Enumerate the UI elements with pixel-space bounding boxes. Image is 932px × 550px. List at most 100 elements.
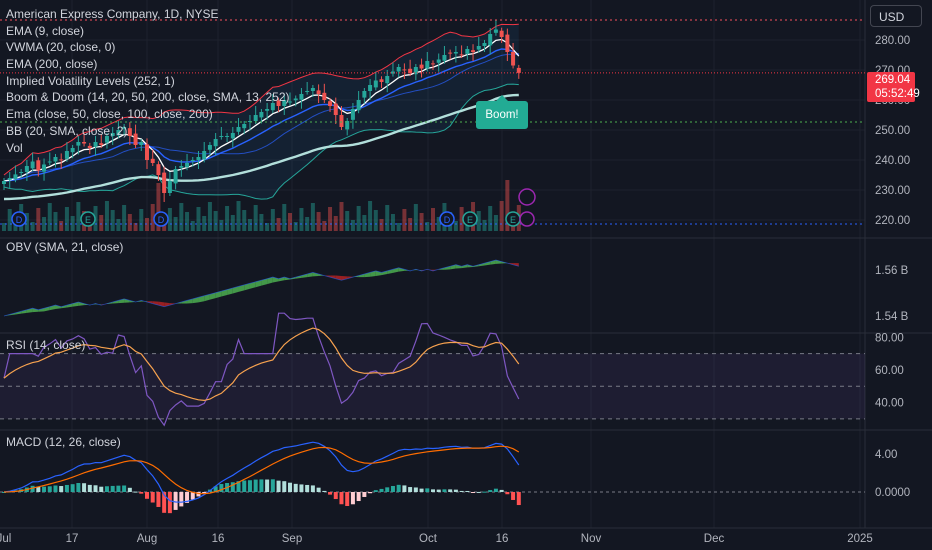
legend-ema200[interactable]: EMA (200, close)	[6, 57, 98, 72]
macd-histogram-bar	[150, 492, 155, 503]
legend-bb[interactable]: BB (20, SMA, close, 2)	[6, 123, 128, 138]
obv-cloud-segment	[124, 298, 130, 303]
obv-cloud-segment	[455, 264, 462, 269]
candle-body	[139, 142, 144, 145]
volume-bar	[299, 208, 304, 231]
macd-histogram-bar	[270, 479, 275, 492]
macd-histogram-bar	[276, 480, 281, 492]
candle-body	[385, 76, 390, 84]
candle-body	[162, 172, 167, 193]
main-legend: American Express Company, 1D, NYSE EMA (…	[6, 6, 289, 156]
currency-selector[interactable]: USD	[870, 5, 922, 27]
candle-body	[511, 52, 516, 66]
rsi-tick-label: 80.00	[875, 332, 904, 344]
legend-boom-doom[interactable]: Boom & Doom (14, 20, 50, 200, close, SMA…	[6, 90, 290, 105]
legend-vol[interactable]: Vol	[6, 140, 23, 155]
candle-body	[505, 34, 510, 52]
macd-histogram-bar	[104, 486, 109, 492]
time-tick-label: Aug	[137, 533, 157, 545]
candle-body	[190, 160, 195, 161]
obv-cloud-segment	[164, 302, 170, 307]
candle-body	[167, 181, 172, 193]
candle-body	[93, 142, 98, 147]
obv-tick-label: 1.54 B	[875, 311, 909, 323]
legend-ivl[interactable]: Implied Volatility Levels (252, 1)	[6, 73, 175, 88]
volume-bar	[276, 218, 281, 231]
volume-bar	[116, 219, 121, 231]
candle-body	[425, 61, 430, 69]
macd-histogram-bar	[293, 483, 298, 492]
candle-body	[230, 133, 235, 139]
macd-histogram-bar	[139, 492, 144, 494]
obv-cloud-segment	[66, 303, 73, 308]
candle-body	[482, 43, 487, 46]
volume-bar	[310, 203, 315, 231]
macd-histogram-bar	[390, 485, 395, 492]
volume-bar	[328, 207, 333, 231]
candle-body	[488, 34, 493, 46]
price-tick-label: 280.00	[875, 35, 910, 47]
candle-body	[116, 130, 121, 136]
price-tick-label: 220.00	[875, 215, 910, 227]
volume-bar	[225, 206, 230, 231]
macd-histogram-bar	[64, 484, 69, 492]
macd-histogram-bar	[328, 492, 333, 495]
volume-bar	[482, 220, 487, 231]
volume-bar	[322, 221, 327, 231]
macd-histogram-bar	[511, 492, 516, 500]
macd-histogram-bar	[82, 483, 87, 492]
legend-ema-multi[interactable]: Ema (close, 50, close, 100, close, 200)	[6, 107, 213, 122]
obv-cloud-segment	[152, 301, 159, 306]
obv-cloud-segment	[232, 286, 239, 294]
candle-body	[173, 169, 178, 184]
macd-histogram-bar	[247, 480, 252, 492]
macd-histogram-bar	[179, 492, 184, 507]
volume-bar	[396, 223, 401, 231]
macd-histogram-bar	[413, 487, 418, 492]
bb-lower-line	[3, 83, 519, 200]
obv-cloud-segment	[484, 261, 491, 266]
macd-histogram-bar	[408, 487, 413, 492]
news-marker	[518, 188, 536, 206]
candle-body	[305, 91, 310, 92]
volume-bar	[385, 205, 390, 231]
grid	[0, 0, 865, 528]
candle-body	[436, 59, 441, 63]
macd-histogram-bar	[396, 484, 401, 492]
obv-title[interactable]: OBV (SMA, 21, close)	[6, 240, 124, 254]
candle-body	[356, 100, 361, 111]
rsi-title[interactable]: RSI (14, close)	[6, 338, 86, 352]
candle-body	[350, 109, 355, 120]
legend-ema9[interactable]: EMA (9, close)	[6, 23, 85, 38]
volume-bar	[7, 209, 12, 231]
candle-body	[47, 161, 52, 163]
candle-body	[179, 166, 184, 168]
volume-bar	[247, 219, 252, 231]
candle-body	[322, 92, 327, 100]
symbol-title[interactable]: American Express Company, 1D, NYSE	[6, 7, 219, 21]
candle-body	[87, 145, 92, 148]
candle-body	[133, 133, 138, 145]
macd-histogram-bar	[156, 492, 161, 507]
vwma-line	[3, 48, 520, 182]
time-tick-label: Dec	[704, 533, 725, 545]
candle-body	[185, 163, 190, 168]
volume-bar	[230, 215, 235, 231]
candle-body	[213, 139, 218, 147]
candle-body	[59, 159, 64, 161]
candle-body	[345, 121, 350, 130]
candle-body	[328, 101, 333, 106]
candle-body	[150, 158, 155, 163]
candle-body	[42, 164, 47, 172]
candle-body	[76, 142, 81, 146]
legend-vwma[interactable]: VWMA (20, close, 0)	[6, 40, 116, 55]
macd-title[interactable]: MACD (12, 26, close)	[6, 435, 121, 449]
macd-histogram-bar	[99, 486, 104, 492]
time-tick-label: Oct	[419, 533, 438, 545]
obv-cloud-segment	[249, 281, 256, 289]
obv-cloud-segment	[221, 289, 228, 297]
candle-body	[13, 174, 18, 180]
candle-body	[299, 94, 304, 100]
macd-histogram-bar	[345, 492, 350, 507]
